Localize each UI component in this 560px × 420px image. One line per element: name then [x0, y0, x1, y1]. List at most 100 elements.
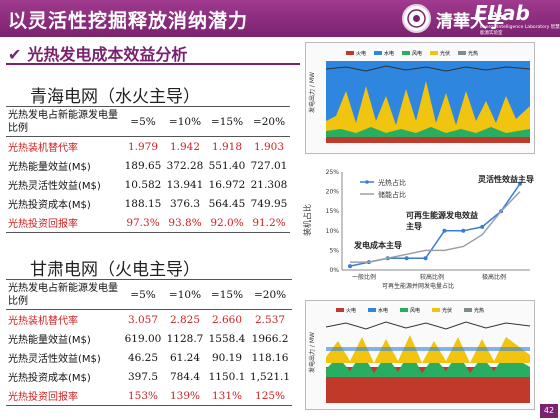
cell: 139%: [164, 386, 206, 406]
data-point: [518, 181, 522, 186]
stacked-area: [325, 61, 531, 143]
legend-label: 风电: [410, 307, 420, 314]
table-row: 光热灵活性效益(M$) 46.25 61.24 90.19 118.16: [6, 348, 292, 367]
table-row: 光热投资成本(M$) 397.5 784.4 1150.1 1,521.1: [6, 367, 292, 386]
thermal-area: [326, 137, 530, 143]
legend-swatch: [368, 308, 376, 312]
chart-xlabel: 可再生能源并网发电量占比: [382, 282, 454, 290]
capacity-share-svg: 0% 5% 10% 15% 20% 25% 装机占比 一般比例 较高比例 极高比例 可再生…: [302, 169, 530, 290]
table-row: 光热投资成本(M$) 188.15 376.3 564.45 749.95: [6, 194, 290, 213]
table-row: 光热投资回报率 97.3% 93.8% 92.0% 91.2%: [6, 213, 290, 233]
cell: 92.0%: [206, 213, 248, 233]
page-number: 42: [540, 404, 558, 418]
cell: 97.3%: [122, 213, 164, 233]
legend-label: 水电: [378, 307, 388, 314]
cell: 13.941: [166, 178, 204, 191]
section-title: ✔ 光热发电成本效益分析: [8, 41, 187, 65]
row-label: 光热装机替代率: [8, 143, 78, 154]
legend-label: 火电: [346, 307, 356, 314]
col-header: =10%: [164, 106, 206, 137]
section-title-text: 光热发电成本效益分析: [27, 45, 188, 64]
qinghai-table: 光热发电占新能源发电量比例 =5% =10% =15% =20% 光热装机替代率…: [6, 106, 290, 233]
row-label: 光热投资回报率: [6, 213, 122, 233]
cell: 125%: [248, 386, 293, 406]
cell: 153%: [122, 386, 164, 406]
chart-ylabel: 装机占比: [302, 204, 312, 236]
legend-swatch: [336, 308, 344, 312]
legend-label: 光热: [468, 50, 478, 57]
cell: 1128.7: [166, 332, 204, 345]
table-row: 光热能量效益(M$) 619.00 1128.7 1558.4 1966.2: [6, 329, 292, 348]
legend-label: 光伏: [442, 307, 452, 314]
x-tick-label: 较高比例: [420, 273, 444, 281]
legend-swatch: [458, 51, 466, 55]
header-label: 光热发电占新能源发电量比例: [6, 106, 122, 137]
annotation-renewable: 可再生能源发电效益主导: [406, 211, 478, 231]
cell: 619.00: [124, 332, 162, 345]
solar-area: [326, 81, 530, 143]
table-row: 光热灵活性效益(M$) 10.582 13.941 16.972 21.308: [6, 175, 290, 194]
chart-ylabel: 发电出力 / MW: [308, 332, 316, 373]
lab-logo-subtitle: Energy Intelligence Laboratory 智慧能源实验室: [480, 25, 560, 36]
cell: 2.537: [255, 313, 286, 326]
cell: 749.95: [250, 197, 288, 210]
y-tick-label: 5%: [329, 247, 339, 254]
legend-label: 风电: [412, 50, 422, 57]
y-tick-label: 20%: [326, 189, 340, 196]
qinghai-title: 青海电网（水火主导）: [30, 87, 200, 107]
data-point: [348, 264, 352, 269]
legend-label: 光伏: [440, 50, 450, 57]
legend-label: 光热: [474, 307, 484, 314]
x-tick-label: 一般比例: [352, 273, 376, 281]
cell: 93.8%: [164, 213, 206, 233]
series-line-1: [350, 191, 521, 263]
cell: 1.903: [253, 140, 285, 153]
cell: 188.15: [124, 197, 162, 210]
cell: 2.825: [169, 313, 201, 326]
y-tick-label: 0%: [329, 267, 339, 274]
series-lines: [348, 181, 522, 269]
wind-area: [326, 351, 530, 377]
col-header: =5%: [122, 279, 164, 310]
annotation-flex: 灵活性效益主导: [478, 175, 534, 184]
cell: 1,521.1: [250, 370, 291, 383]
page-title: 以灵活性挖掘释放消纳潜力: [8, 10, 249, 32]
y-tick-label: 10%: [326, 228, 340, 235]
cell: 118.16: [251, 351, 289, 364]
col-header: =10%: [164, 279, 206, 310]
row-label: 光热投资成本(M$): [8, 200, 91, 211]
cell: 1966.2: [251, 332, 289, 345]
cell: 727.01: [250, 159, 288, 172]
header-label: 光热发电占新能源发电量比例: [6, 279, 122, 310]
legend-marker-csp: [365, 180, 369, 184]
cell: 46.25: [127, 351, 159, 364]
qinghai-dispatch-svg: 发电出力 / MW 火电 水电 风电 光伏 光热: [308, 50, 531, 143]
cell: 1558.4: [208, 332, 246, 345]
cell: 61.24: [169, 351, 201, 364]
qinghai-dispatch-chart: 发电出力 / MW 火电 水电 风电 光伏 光热: [305, 42, 535, 154]
cell: 376.3: [169, 197, 201, 210]
divider: [6, 63, 300, 65]
cell: 372.28: [166, 159, 204, 172]
row-label: 光热投资回报率: [6, 386, 122, 406]
cell: 16.972: [208, 178, 246, 191]
row-label: 光热能量效益(M$): [8, 162, 91, 173]
col-header: =15%: [206, 279, 248, 310]
legend-swatch: [374, 51, 382, 55]
gansu-dispatch-chart: 发电出力 / MW 火电 水电 风电 光伏 光热: [305, 300, 535, 410]
row-label: 光热投资成本(M$): [8, 373, 91, 384]
stacked-area: [325, 321, 531, 403]
university-logo: 清華大学: [436, 12, 504, 32]
cell: 10.582: [124, 178, 162, 191]
check-icon: ✔: [8, 45, 22, 64]
legend-label: 储能占比: [378, 190, 406, 199]
data-point: [480, 224, 485, 229]
legend-swatch: [430, 51, 438, 55]
cell: 131%: [206, 386, 248, 406]
legend: 光热占比 储能占比: [360, 178, 406, 199]
header-bar: 以灵活性挖掘释放消纳潜力 清華大学 EIlab Energy Intellige…: [0, 0, 560, 37]
solar-area: [326, 335, 530, 363]
cell: 1.942: [169, 140, 201, 153]
data-point: [461, 228, 466, 233]
cell: 564.45: [208, 197, 246, 210]
